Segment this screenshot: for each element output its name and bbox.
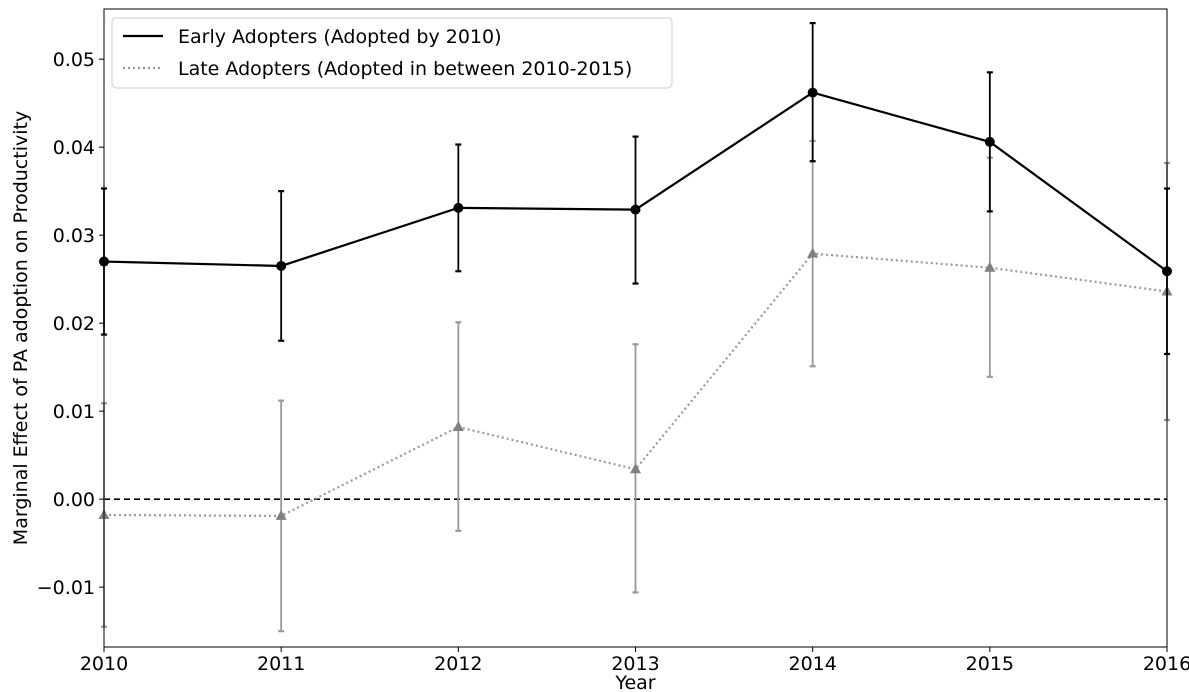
y-tick-label: 0.02 (53, 313, 95, 335)
x-tick-label: 2010 (80, 653, 128, 675)
data-point (808, 88, 818, 98)
y-tick-label: 0.01 (53, 401, 95, 423)
data-point (276, 261, 286, 271)
data-point (453, 203, 463, 213)
x-tick-label: 2011 (257, 653, 305, 675)
legend-label: Late Adopters (Adopted in between 2010-2… (178, 58, 632, 80)
y-tick-label: 0.05 (53, 49, 95, 71)
legend-label: Early Adopters (Adopted by 2010) (178, 26, 502, 48)
y-tick-label: 0.00 (53, 489, 95, 511)
x-axis-title: Year (614, 672, 655, 692)
x-tick-label: 2015 (966, 653, 1014, 675)
x-tick-label: 2012 (434, 653, 482, 675)
legend: Early Adopters (Adopted by 2010) Late Ado… (112, 18, 672, 88)
data-point (631, 205, 641, 215)
x-tick-label: 2016 (1143, 653, 1189, 675)
y-axis-title: Marginal Effect of PA adoption on Produc… (10, 111, 32, 545)
x-tick-label: 2014 (788, 653, 836, 675)
y-tick-label: −0.01 (37, 577, 95, 599)
y-tick-label: 0.04 (53, 137, 95, 159)
data-point (985, 137, 995, 147)
y-tick-label: 0.03 (53, 225, 95, 247)
